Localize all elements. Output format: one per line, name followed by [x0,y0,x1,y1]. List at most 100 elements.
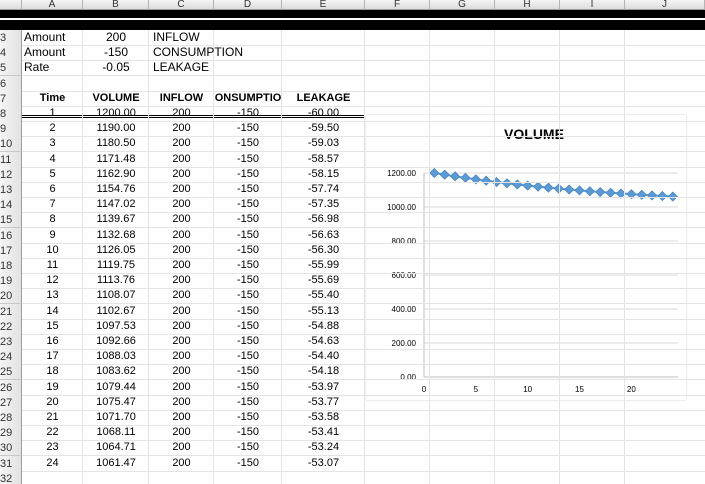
table-cell[interactable]: 9 [49,229,56,241]
table-cell[interactable]: 200 [172,320,191,332]
table-cell[interactable]: 200 [172,213,191,225]
table-cell[interactable]: 200 [172,244,191,256]
table-cell[interactable]: 14 [46,305,59,317]
table-cell[interactable]: 1068.11 [96,426,136,438]
table-cell[interactable]: -55.99 [307,259,340,271]
param-name[interactable]: LEAKAGE [153,60,210,74]
row-header-15[interactable]: 15 [0,212,22,228]
table-cell[interactable]: -150 [236,198,260,210]
table-cell[interactable]: -150 [236,153,260,165]
table-cell[interactable]: 1064.71 [96,441,136,453]
table-cell[interactable]: -150 [236,335,260,347]
row-header-3[interactable]: 3 [0,30,22,46]
table-cell[interactable]: -55.40 [307,289,340,301]
table-cell[interactable]: 1 [49,107,56,119]
column-header-h[interactable]: H [495,0,560,10]
row-header-13[interactable]: 13 [0,182,22,198]
table-cell[interactable]: -150 [236,441,260,453]
table-cell[interactable]: -53.77 [307,396,340,408]
table-cell[interactable]: -55.69 [307,274,340,286]
table-cell[interactable]: 4 [49,153,56,165]
row-header-30[interactable]: 30 [0,440,22,456]
table-cell[interactable]: 15 [46,320,59,332]
table-cell[interactable]: -150 [236,183,260,195]
table-cell[interactable]: 200 [172,198,191,210]
table-cell[interactable]: 200 [172,305,191,317]
table-cell[interactable]: 1092.66 [96,335,136,347]
table-cell[interactable]: 1190.00 [96,122,136,134]
param-name[interactable]: CONSUMPTION [153,45,243,59]
column-header-e[interactable]: E [282,0,365,10]
table-cell[interactable]: -150 [236,122,260,134]
table-cell[interactable]: 21 [46,411,59,423]
table-cell[interactable]: 1126.05 [96,244,136,256]
table-cell[interactable]: 1147.02 [96,198,136,210]
table-cell[interactable]: 17 [46,350,59,362]
table-cell[interactable]: 16 [46,335,59,347]
table-cell[interactable]: -58.57 [307,153,340,165]
table-cell[interactable]: 200 [172,365,191,377]
table-cell[interactable]: 200 [172,350,191,362]
table-cell[interactable]: 23 [46,441,59,453]
row-header-20[interactable]: 20 [0,288,22,304]
table-cell[interactable]: -150 [236,426,260,438]
table-cell[interactable]: 1083.62 [96,365,136,377]
row-header-6[interactable]: 6 [0,76,22,92]
table-cell[interactable]: -56.63 [307,229,340,241]
table-cell[interactable]: 1200.00 [96,107,136,119]
table-cell[interactable]: 200 [172,274,191,286]
table-cell[interactable]: -54.40 [307,350,340,362]
table-cell[interactable]: -53.97 [307,381,340,393]
table-cell[interactable]: -56.30 [307,244,340,256]
table-cell[interactable]: -55.13 [307,305,340,317]
table-cell[interactable]: 200 [172,335,191,347]
table-cell[interactable]: 8 [49,213,56,225]
row-header-27[interactable]: 27 [0,395,22,411]
table-cell[interactable]: -150 [236,305,260,317]
column-header-f[interactable]: F [365,0,430,10]
table-cell[interactable]: 1139.67 [96,213,136,225]
table-cell[interactable]: 2 [49,122,56,134]
table-cell[interactable]: -150 [236,289,260,301]
column-header-a[interactable]: A [22,0,83,10]
table-cell[interactable]: -150 [236,259,260,271]
table-cell[interactable]: 1132.68 [96,229,136,241]
table-cell[interactable]: -150 [236,457,260,469]
table-header-0[interactable]: Time [39,92,66,104]
table-cell[interactable]: -150 [236,320,260,332]
table-cell[interactable]: -56.98 [307,213,340,225]
row-header-12[interactable]: 12 [0,167,22,183]
row-header-5[interactable]: 5 [0,60,22,76]
table-cell[interactable]: 1113.76 [96,274,136,286]
table-cell[interactable]: -59.03 [307,137,340,149]
table-cell[interactable]: -53.07 [307,457,340,469]
table-cell[interactable]: 1154.76 [96,183,136,195]
table-cell[interactable]: -150 [236,213,260,225]
column-header-d[interactable]: D [214,0,282,10]
table-cell[interactable]: -57.74 [307,183,340,195]
table-cell[interactable]: -150 [236,350,260,362]
table-cell[interactable]: -53.24 [307,441,340,453]
table-cell[interactable]: 1079.44 [96,381,136,393]
table-cell[interactable]: 1061.47 [96,457,136,469]
table-header-2[interactable]: INFLOW [159,92,204,104]
param-value[interactable]: 200 [105,30,127,44]
row-header-11[interactable]: 11 [0,152,22,168]
row-header-24[interactable]: 24 [0,349,22,365]
param-label[interactable]: Amount [24,45,66,59]
table-cell[interactable]: 200 [172,122,191,134]
row-header-22[interactable]: 22 [0,319,22,335]
row-header-8[interactable]: 8 [0,106,22,122]
column-header-j[interactable]: J [625,0,705,10]
table-header-1[interactable]: VOLUME [92,92,140,104]
table-cell[interactable]: 200 [172,289,191,301]
table-cell[interactable]: 1075.47 [96,396,136,408]
row-header-29[interactable]: 29 [0,425,22,441]
table-cell[interactable]: 3 [49,137,56,149]
row-header-26[interactable]: 26 [0,380,22,396]
table-cell[interactable]: 200 [172,411,191,423]
table-cell[interactable]: 11 [46,259,59,271]
param-value[interactable]: -0.05 [102,60,130,74]
table-cell[interactable]: 200 [172,259,191,271]
row-header-17[interactable]: 17 [0,243,22,259]
